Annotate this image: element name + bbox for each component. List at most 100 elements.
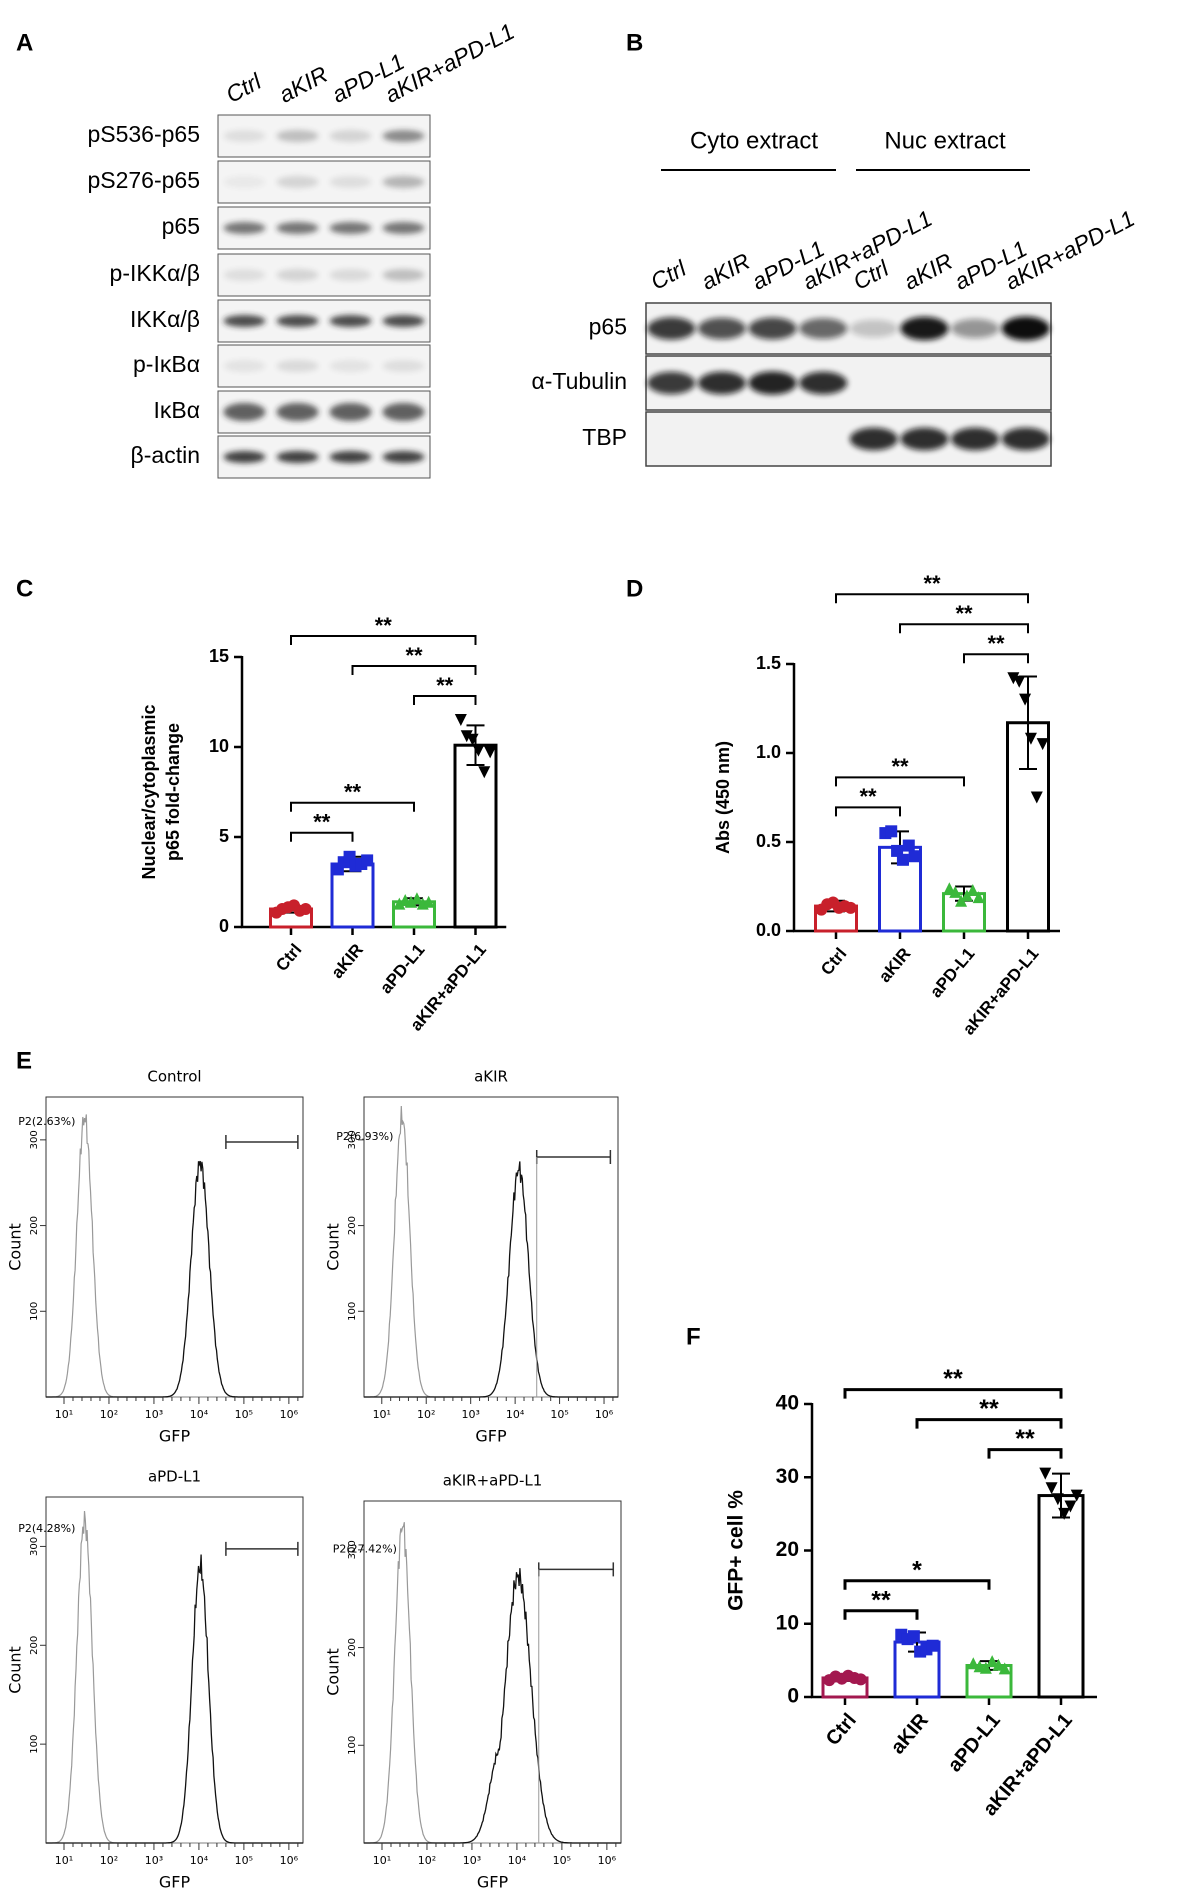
- blot-band: [647, 317, 696, 340]
- blot-band: [1001, 316, 1050, 341]
- x-tick-label: 10⁵: [553, 1854, 571, 1867]
- flow-title: aPD-L1: [148, 1468, 201, 1486]
- data-point: [926, 1639, 939, 1652]
- x-tick-label: aKIR: [887, 1709, 934, 1758]
- panel-label: C: [16, 575, 33, 602]
- blot-band: [382, 451, 425, 463]
- blot-band: [329, 451, 372, 463]
- bar: [1037, 1494, 1085, 1699]
- blot-band: [276, 176, 319, 188]
- significance-label: **: [313, 810, 331, 835]
- blot-band: [329, 269, 372, 281]
- data-point: [955, 894, 968, 907]
- y-tick-label: 100: [29, 1735, 40, 1754]
- significance-label: **: [1015, 1425, 1035, 1453]
- data-point: [478, 766, 491, 779]
- y-tick-label: 5: [219, 826, 229, 846]
- blot-band: [382, 360, 425, 372]
- blot-band: [276, 451, 319, 463]
- y-tick-label: 10: [209, 736, 229, 756]
- data-point: [992, 1658, 1005, 1671]
- data-point: [472, 744, 485, 757]
- row-label: TBP: [582, 424, 627, 450]
- row-label: p-IκBα: [133, 351, 200, 377]
- data-point: [998, 1662, 1011, 1675]
- significance-bracket: [290, 801, 415, 812]
- data-point: [1007, 672, 1020, 685]
- blot-band: [329, 403, 372, 421]
- lane-label: aKIR: [274, 61, 331, 108]
- flow-plot-frame: [363, 1096, 619, 1398]
- data-point: [907, 1630, 920, 1643]
- y-axis-label: Abs (450 nm): [713, 741, 733, 854]
- y-axis-label: Nuclear/cytoplasmic: [139, 704, 159, 879]
- significance-label: **: [871, 1586, 891, 1614]
- group-label: Nuc extract: [884, 127, 1006, 154]
- significance-bracket: [915, 1418, 1063, 1429]
- blot-band: [849, 427, 898, 451]
- histogram-gfp: [46, 1554, 303, 1844]
- significance-label: **: [405, 643, 423, 668]
- row-label: IκBα: [153, 397, 200, 423]
- data-point: [902, 839, 915, 852]
- significance-label: **: [375, 613, 393, 638]
- y-tick-label: 200: [347, 1638, 358, 1657]
- y-tick-label: 30: [776, 1465, 799, 1488]
- gate-label: P2(27.42%): [333, 1542, 397, 1555]
- significance-bracket: [843, 1388, 1063, 1399]
- significance-label: **: [436, 673, 454, 698]
- blot-band: [276, 222, 319, 234]
- data-point: [1039, 1467, 1052, 1480]
- blot-band: [276, 315, 319, 327]
- blot-band: [697, 371, 746, 395]
- panel-label: A: [16, 29, 33, 56]
- blot-band: [382, 315, 425, 327]
- blot-band: [382, 222, 425, 234]
- y-tick-label: 0: [787, 1685, 799, 1708]
- y-tick-label: 300: [347, 1540, 358, 1559]
- data-point: [943, 882, 956, 895]
- lane-label: Ctrl: [221, 68, 266, 108]
- x-tick-label: 10⁶: [595, 1408, 614, 1421]
- y-tick-label: 0: [219, 916, 229, 936]
- blot-band: [223, 403, 266, 421]
- x-tick-label: Ctrl: [272, 940, 305, 975]
- blot-band: [223, 451, 266, 463]
- blot-band: [276, 269, 319, 281]
- y-tick-label: 15: [209, 646, 229, 666]
- y-tick-label: 200: [29, 1216, 40, 1235]
- x-tick-label: aPD-L1: [944, 1709, 1005, 1776]
- significance-bracket: [963, 653, 1029, 664]
- y-axis-label: GFP+ cell %: [725, 1490, 748, 1611]
- data-point: [986, 1655, 999, 1668]
- data-point: [1058, 1507, 1071, 1520]
- x-tick-label: 10²: [100, 1854, 118, 1867]
- x-tick-label: Ctrl: [822, 1709, 861, 1750]
- flow-plot-frame: [363, 1500, 622, 1844]
- data-point: [979, 1661, 992, 1674]
- x-axis-label: GFP: [159, 1427, 191, 1446]
- significance-label: **: [955, 601, 973, 626]
- data-point: [896, 853, 909, 866]
- x-tick-label: 10³: [461, 1408, 479, 1421]
- y-tick-label: 100: [347, 1736, 358, 1755]
- row-label: pS276-p65: [87, 167, 200, 193]
- panel-label: D: [626, 575, 643, 602]
- significance-label: **: [987, 631, 1005, 656]
- y-axis-label: Count: [324, 1223, 343, 1271]
- x-tick-label: aPD-L1: [926, 944, 978, 1001]
- data-point: [844, 901, 857, 914]
- y-tick-label: 100: [347, 1302, 358, 1321]
- flow-title: aKIR: [474, 1068, 508, 1086]
- row-label: β-actin: [131, 442, 200, 468]
- x-tick-label: 10⁴: [508, 1854, 527, 1867]
- data-point: [466, 733, 479, 746]
- blot-band: [799, 318, 848, 339]
- blot-band: [748, 371, 797, 395]
- x-tick-label: aPD-L1: [376, 940, 428, 997]
- x-tick-label: 10²: [417, 1408, 435, 1421]
- y-tick-label: 0.5: [756, 831, 781, 851]
- row-label: p65: [162, 213, 200, 239]
- blot-band: [223, 176, 266, 188]
- significance-bracket: [835, 593, 1029, 604]
